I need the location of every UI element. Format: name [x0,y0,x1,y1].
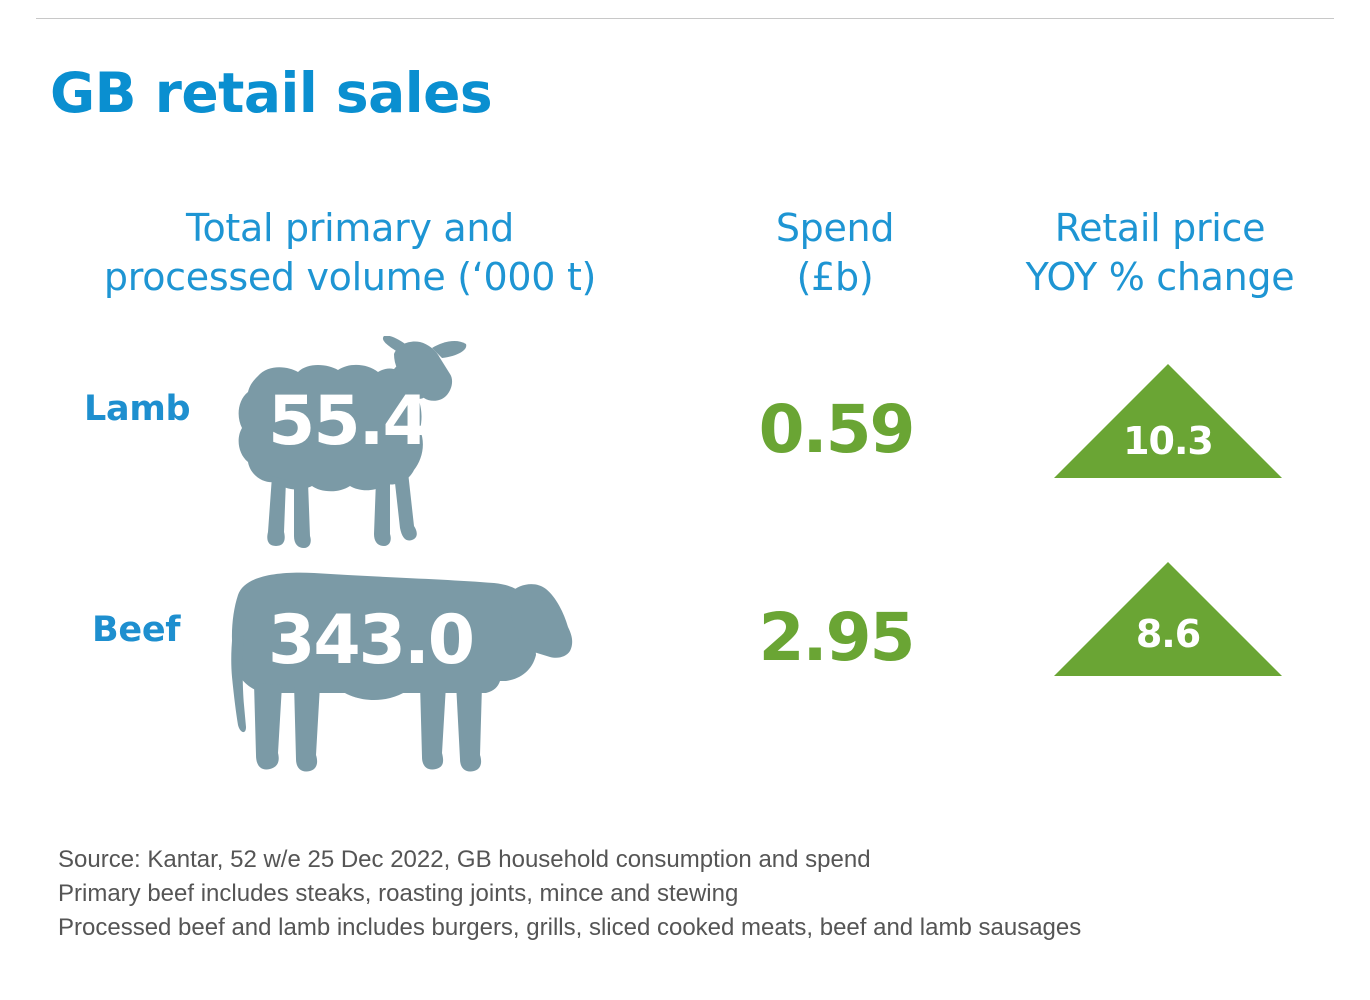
row-label-lamb: Lamb [84,389,191,429]
spend-header-line-1: Spend [775,206,895,250]
spend-value-lamb: 0.59 [758,391,916,468]
volume-header-line-2: processed volume (‘000 t) [103,255,597,299]
page-title: GB retail sales [50,61,493,125]
price-change-value-beef: 8.6 [1136,612,1200,656]
lamb-price-change-triangle [1054,364,1282,478]
up-triangle-icon: 8.6 [1054,562,1282,676]
price-column-header: Retail price YOY % change [1000,204,1320,302]
sheep-icon [238,336,467,548]
spend-value-beef: 2.95 [758,599,916,676]
volume-value-lamb: 55.4 [268,382,430,461]
cow-icon [231,572,573,772]
footnote-source: Source: Kantar, 52 w/e 25 Dec 2022, GB h… [58,846,871,873]
price-change-value-lamb: 10.3 [1123,419,1213,463]
price-header-line-2: YOY % change [1025,255,1295,299]
footnotes: Source: Kantar, 52 w/e 25 Dec 2022, GB h… [58,843,1081,945]
footnote-processed: Processed beef and lamb includes burgers… [58,914,1082,941]
volume-column-header: Total primary and processed volume (‘000… [60,204,640,302]
volume-header-line-1: Total primary and [185,206,514,250]
footnote-primary-beef: Primary beef includes steaks, roasting j… [58,880,739,907]
spend-column-header: Spend (£b) [735,204,935,302]
up-triangle-icon: 10.3 [1054,364,1282,478]
beef-price-change-triangle [1054,562,1282,676]
row-label-beef: Beef [92,610,181,650]
top-divider [36,18,1334,19]
spend-header-line-2: (£b) [796,255,874,299]
price-header-line-1: Retail price [1054,206,1266,250]
volume-value-beef: 343.0 [268,601,475,680]
